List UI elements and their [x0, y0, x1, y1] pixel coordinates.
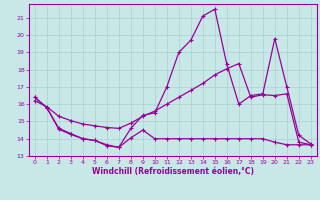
X-axis label: Windchill (Refroidissement éolien,°C): Windchill (Refroidissement éolien,°C) [92, 167, 254, 176]
